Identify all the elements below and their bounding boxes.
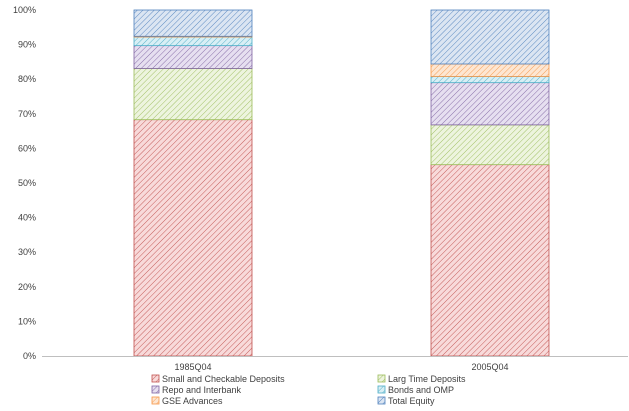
y-tick-label: 40% [18,213,36,223]
bar-segment-2005Q04-1 [430,124,550,166]
y-tick-label: 70% [18,109,36,119]
bar-segment-2005Q04-4 [430,63,550,77]
x-axis: 1985Q04 2005Q04 [42,356,628,372]
bar-segment-1985Q04-2 [133,45,253,69]
y-tick-label: 30% [18,247,36,257]
legend-swatch [377,385,386,394]
legend-swatch [151,396,160,405]
x-tick-label: 1985Q04 [174,362,211,372]
legend-swatch [377,374,386,383]
bar-segment-1985Q04-0 [133,119,253,357]
legend-swatch [151,374,160,383]
bars-group [133,9,550,357]
legend-label: Small and Checkable Deposits [162,374,285,384]
y-tick-label: 20% [18,282,36,292]
legend-label: Larg Time Deposits [388,374,466,384]
y-tick-label: 10% [18,316,36,326]
legend-swatch [151,385,160,394]
bar-segment-2005Q04-0 [430,164,550,357]
y-tick-label: 80% [18,74,36,84]
bar-segment-2005Q04-5 [430,9,550,65]
legend-label: GSE Advances [162,396,223,406]
bar-segment-1985Q04-1 [133,68,253,121]
legend-label: Repo and Interbank [162,385,242,395]
y-axis: 0% 10% 20% 30% 40% 50% 60% 70% 80% 90% 100% [13,5,36,361]
y-tick-label: 100% [13,5,36,15]
legend: Small and Checkable Deposits Larg Time De… [151,374,466,406]
legend-label: Bonds and OMP [388,385,454,395]
bar-segment-1985Q04-5 [133,9,253,37]
bar-segment-1985Q04-3 [133,36,253,47]
y-tick-label: 60% [18,143,36,153]
x-tick-label: 2005Q04 [471,362,508,372]
y-tick-label: 0% [23,351,36,361]
y-tick-label: 50% [18,178,36,188]
legend-swatch [377,396,386,405]
y-tick-label: 90% [18,40,36,50]
legend-label: Total Equity [388,396,435,406]
bar-segment-2005Q04-3 [430,76,550,84]
bar-segment-2005Q04-2 [430,82,550,126]
